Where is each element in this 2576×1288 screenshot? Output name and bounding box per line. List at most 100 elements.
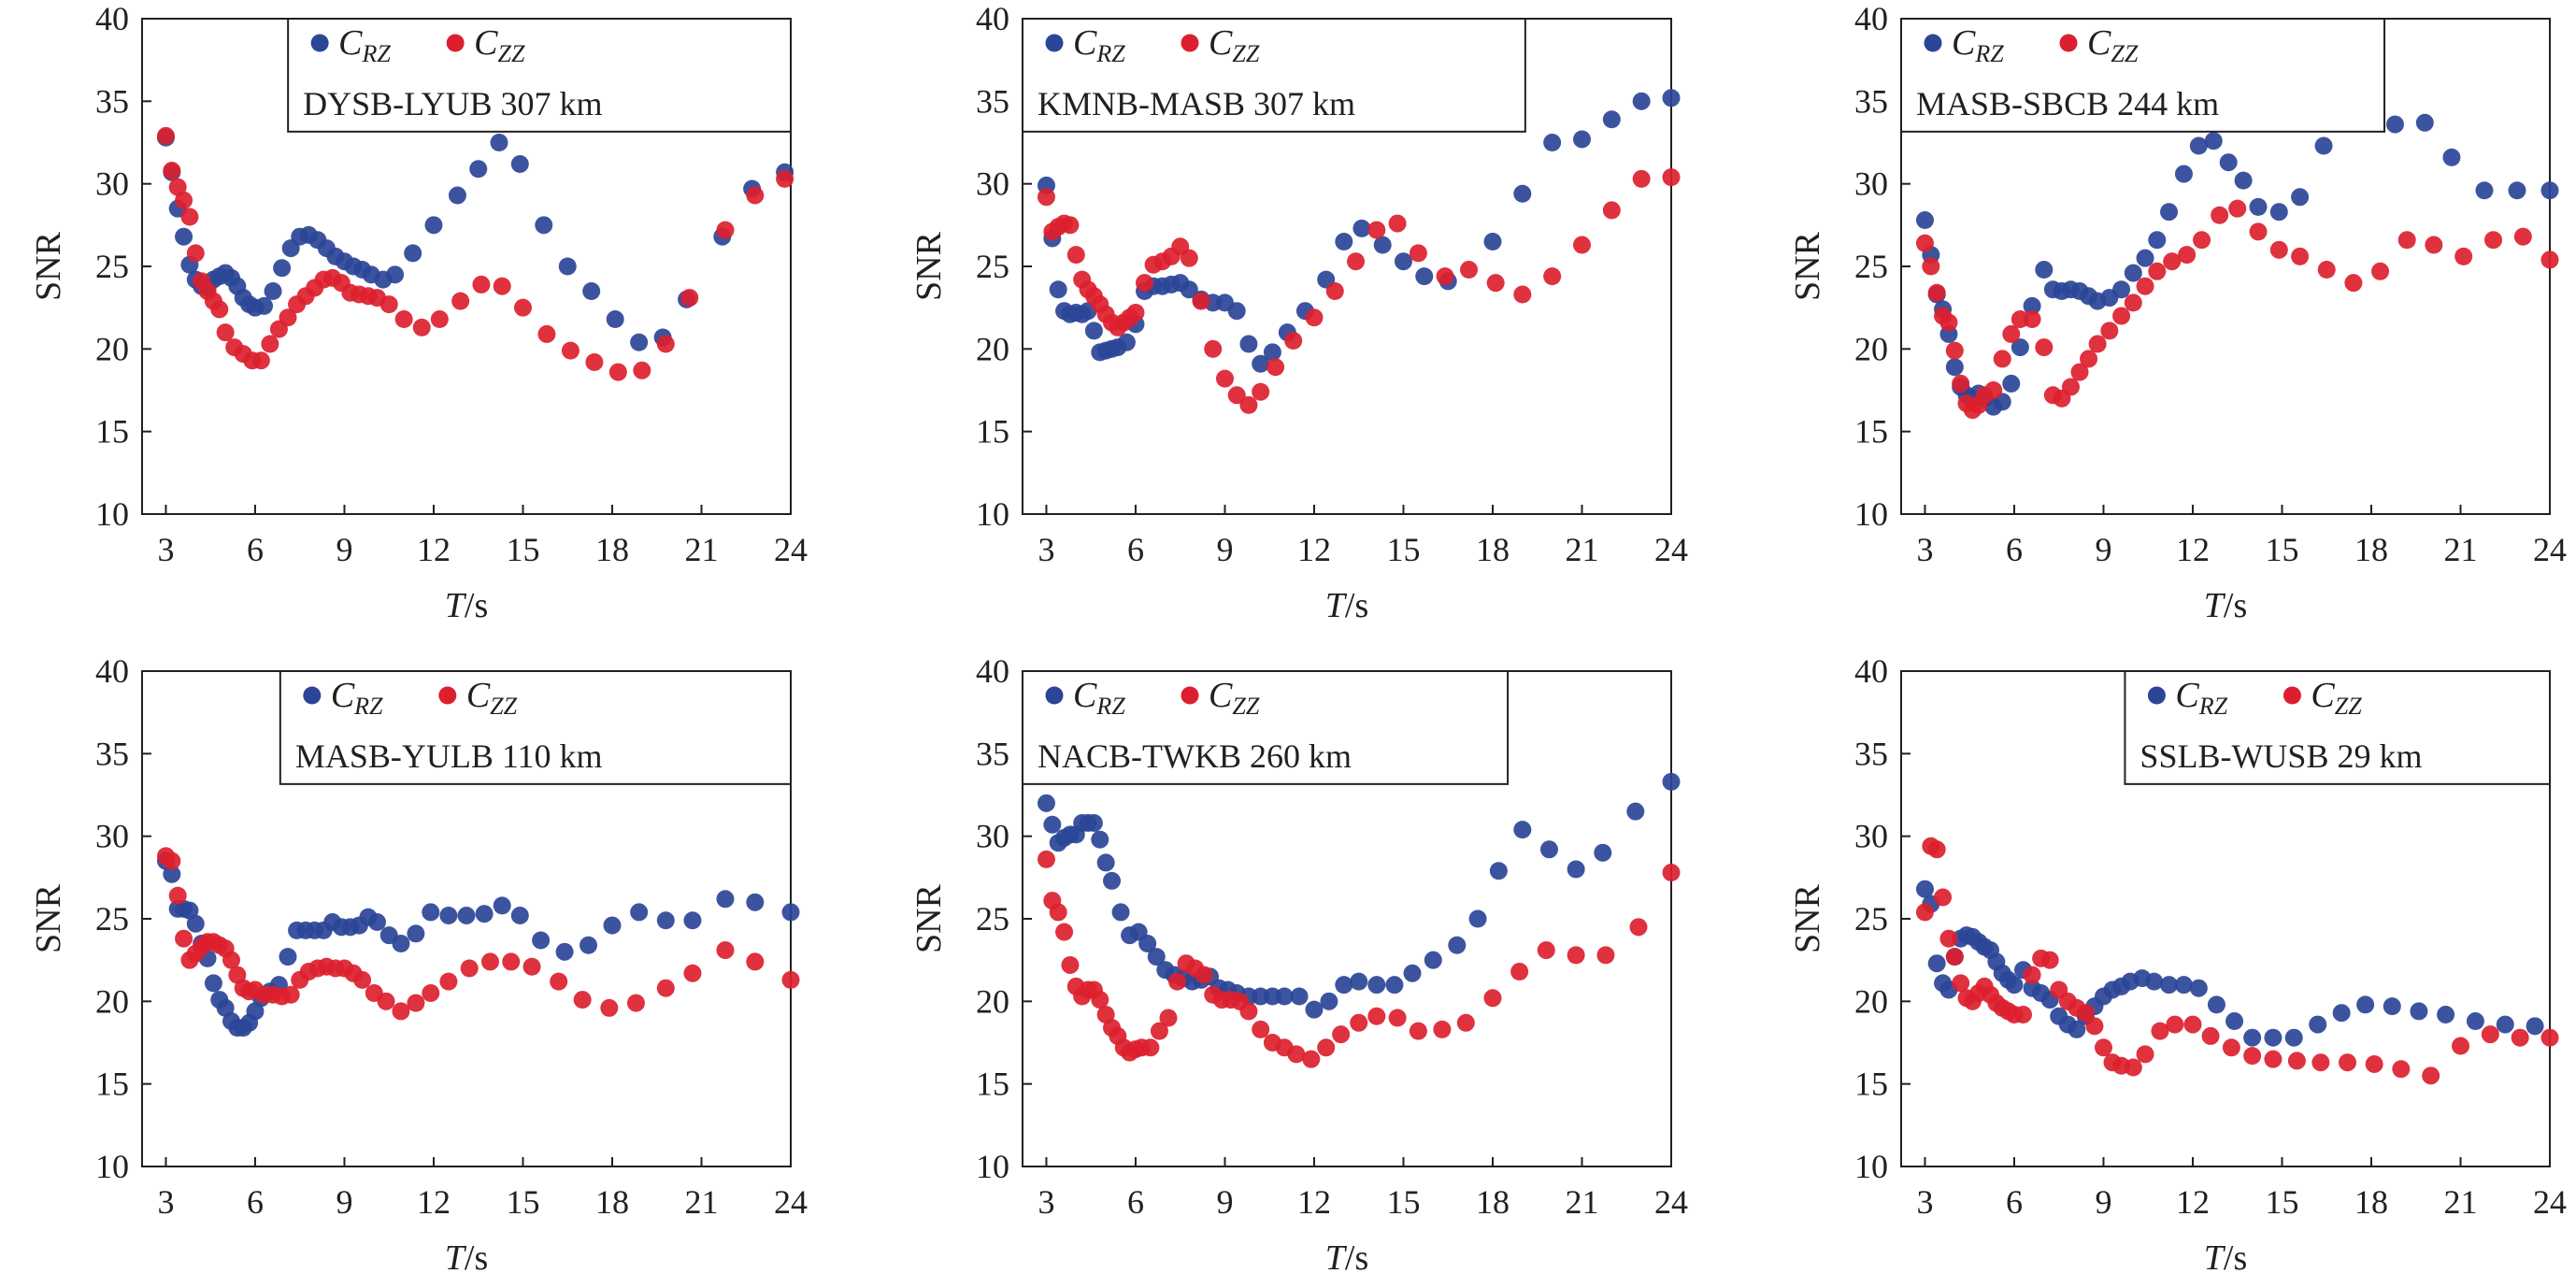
data-point xyxy=(1424,951,1442,969)
data-point xyxy=(510,154,529,173)
legend-marker xyxy=(1924,34,1942,52)
data-point xyxy=(600,998,619,1017)
legend-entry-czz: CZZ xyxy=(2059,23,2139,67)
y-tick-label: 40 xyxy=(1854,0,1888,37)
data-point xyxy=(1394,252,1412,271)
data-point xyxy=(781,970,800,989)
data-point xyxy=(2023,310,2041,329)
data-point xyxy=(186,244,205,263)
data-point xyxy=(1662,89,1681,107)
data-point xyxy=(1510,963,1529,981)
legend-label: CRZ xyxy=(1952,23,2004,67)
data-point xyxy=(2264,1050,2283,1068)
data-point xyxy=(1335,976,1353,995)
data-point xyxy=(168,886,187,905)
data-point xyxy=(216,998,235,1017)
legend-label-subscript: RZ xyxy=(362,40,392,67)
x-axis-label: T/s xyxy=(1325,1238,1369,1278)
data-point xyxy=(2249,197,2268,216)
data-point xyxy=(2339,1053,2357,1072)
x-tick-label: 21 xyxy=(1565,531,1598,568)
legend-marker xyxy=(1045,34,1064,52)
data-point xyxy=(2174,165,2193,183)
data-point xyxy=(656,335,675,353)
legend-label-subscript: RZ xyxy=(353,693,383,720)
data-point xyxy=(2124,264,2142,282)
data-point xyxy=(377,992,395,1010)
data-point xyxy=(1403,964,1422,982)
x-tick-label: 18 xyxy=(1476,531,1510,568)
data-point xyxy=(2035,261,2054,279)
data-point xyxy=(2166,1015,2184,1034)
station-pair-label: KMNB-MASB 307 km xyxy=(1038,85,1355,122)
data-point xyxy=(1061,216,1080,235)
series-crz xyxy=(156,852,800,1038)
data-point xyxy=(1385,976,1404,995)
data-point xyxy=(1915,211,1934,230)
data-point xyxy=(1483,233,1502,250)
data-point xyxy=(457,906,476,924)
x-axis-label: T/s xyxy=(445,586,489,625)
x-tick-label: 12 xyxy=(417,531,451,568)
legend-label-base: C xyxy=(331,676,355,715)
x-tick-label: 6 xyxy=(2006,531,2023,568)
data-point xyxy=(582,282,601,300)
data-point xyxy=(1335,233,1353,250)
data-point xyxy=(2193,231,2211,250)
data-point xyxy=(2160,976,2179,995)
data-point xyxy=(2070,363,2089,381)
legend-marker xyxy=(310,34,329,52)
legend-marker xyxy=(1181,34,1199,52)
data-point xyxy=(2201,1026,2220,1045)
data-point xyxy=(537,324,556,343)
y-tick-label: 30 xyxy=(1854,165,1888,203)
data-point xyxy=(407,924,425,943)
data-point xyxy=(2178,246,2197,265)
data-point xyxy=(367,913,386,932)
legend-label-base: C xyxy=(1209,676,1233,715)
data-point xyxy=(2005,976,2024,995)
legend-label: CZZ xyxy=(2087,23,2139,67)
data-point xyxy=(2148,262,2167,280)
data-point xyxy=(255,296,274,315)
x-tick-label: 18 xyxy=(595,1183,629,1221)
data-point xyxy=(246,1002,265,1021)
data-point xyxy=(2309,1015,2327,1034)
data-point xyxy=(228,966,247,984)
y-tick-label: 10 xyxy=(95,495,129,533)
data-point xyxy=(2422,1066,2440,1085)
data-point xyxy=(1325,282,1344,300)
data-point xyxy=(1252,354,1270,373)
data-point xyxy=(716,221,735,239)
x-axis-label-unit: /s xyxy=(1345,586,1368,625)
data-point xyxy=(163,852,181,870)
data-point xyxy=(1204,339,1223,358)
data-point xyxy=(1945,948,1964,966)
data-point xyxy=(1305,308,1324,327)
data-point xyxy=(1513,184,1532,203)
data-point xyxy=(1448,936,1467,954)
data-point xyxy=(404,244,422,263)
data-point xyxy=(156,126,175,145)
y-tick-label: 40 xyxy=(976,0,1009,37)
data-point xyxy=(1037,188,1055,207)
data-point xyxy=(1436,267,1454,286)
x-axis-label-var: T xyxy=(2204,1238,2226,1278)
legend-label-base: C xyxy=(2087,23,2111,63)
legend-label: CRZ xyxy=(331,676,383,720)
data-point xyxy=(2454,247,2473,265)
y-tick-label: 20 xyxy=(1854,982,1888,1020)
y-tick-label: 20 xyxy=(976,982,1009,1020)
x-axis-label-unit: /s xyxy=(465,586,488,625)
y-tick-label: 40 xyxy=(1854,652,1888,690)
data-point xyxy=(1543,267,1562,286)
y-tick-label: 15 xyxy=(976,413,1009,451)
data-point xyxy=(175,191,193,209)
data-point xyxy=(608,363,627,381)
data-point xyxy=(1629,918,1648,937)
data-point xyxy=(1136,274,1154,293)
data-point xyxy=(2163,252,2182,271)
data-point xyxy=(1373,236,1392,254)
